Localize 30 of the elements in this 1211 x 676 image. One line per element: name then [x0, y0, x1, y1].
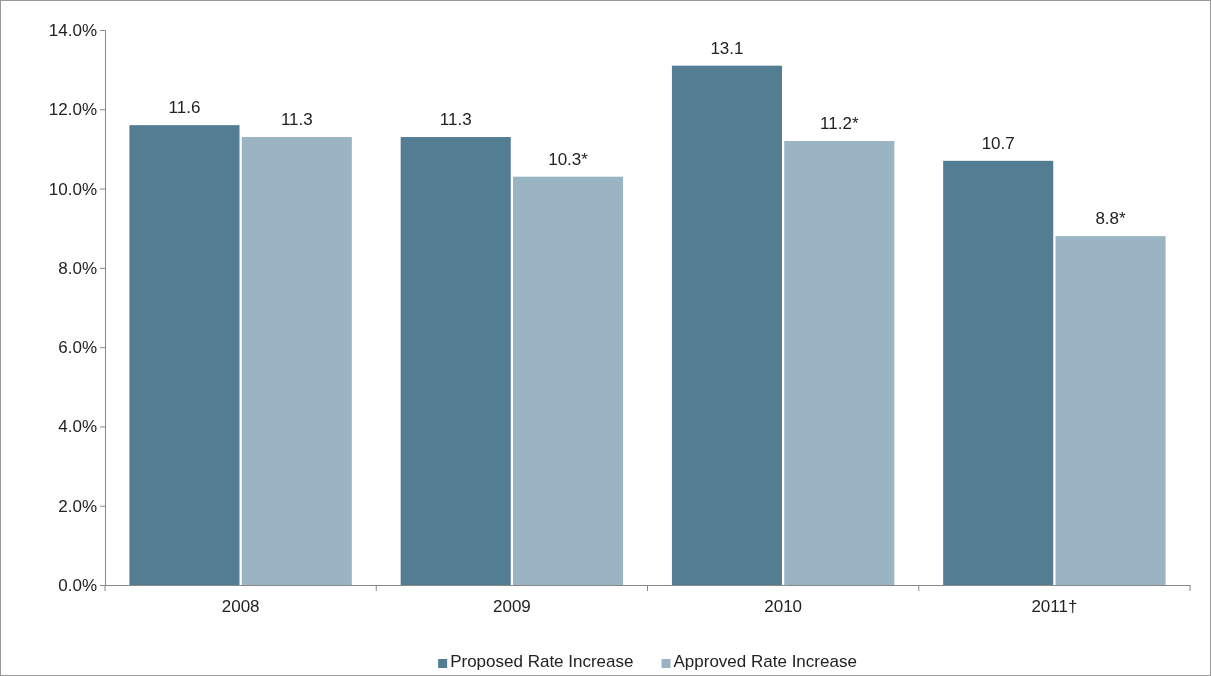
x-tick-label: 2009	[492, 596, 531, 616]
bar	[943, 160, 1054, 585]
y-tick-label: 14.0%	[48, 20, 97, 40]
bar	[1055, 236, 1166, 585]
data-label: 10.3*	[548, 149, 589, 169]
y-tick-label: 8.0%	[58, 258, 97, 278]
x-tick-label: 2010	[764, 596, 803, 616]
y-tick-label: 12.0%	[48, 100, 97, 120]
data-label: 11.3	[439, 110, 472, 130]
bar	[784, 141, 895, 585]
y-tick-label: 10.0%	[48, 179, 97, 199]
data-label: 11.6	[168, 98, 201, 118]
bar	[129, 125, 240, 585]
x-tick-label: 2008	[221, 596, 260, 616]
bar	[400, 137, 511, 585]
legend-label: Proposed Rate Increase	[450, 652, 634, 671]
y-tick-label: 4.0%	[58, 417, 97, 437]
legend-label: Approved Rate Increase	[673, 652, 857, 671]
data-label: 10.7	[981, 133, 1015, 153]
data-label: 11.3	[280, 110, 313, 130]
bar	[671, 65, 782, 585]
data-label: 8.8*	[1095, 209, 1127, 229]
data-label: 11.2*	[820, 114, 859, 133]
y-tick-label: 0.0%	[58, 575, 97, 595]
y-tick-label: 2.0%	[58, 496, 97, 516]
y-tick-label: 6.0%	[58, 338, 97, 358]
bar	[513, 176, 624, 585]
x-tick-label: 2011†	[1031, 596, 1078, 616]
data-label: 13.1	[710, 38, 744, 58]
bar	[241, 137, 352, 585]
